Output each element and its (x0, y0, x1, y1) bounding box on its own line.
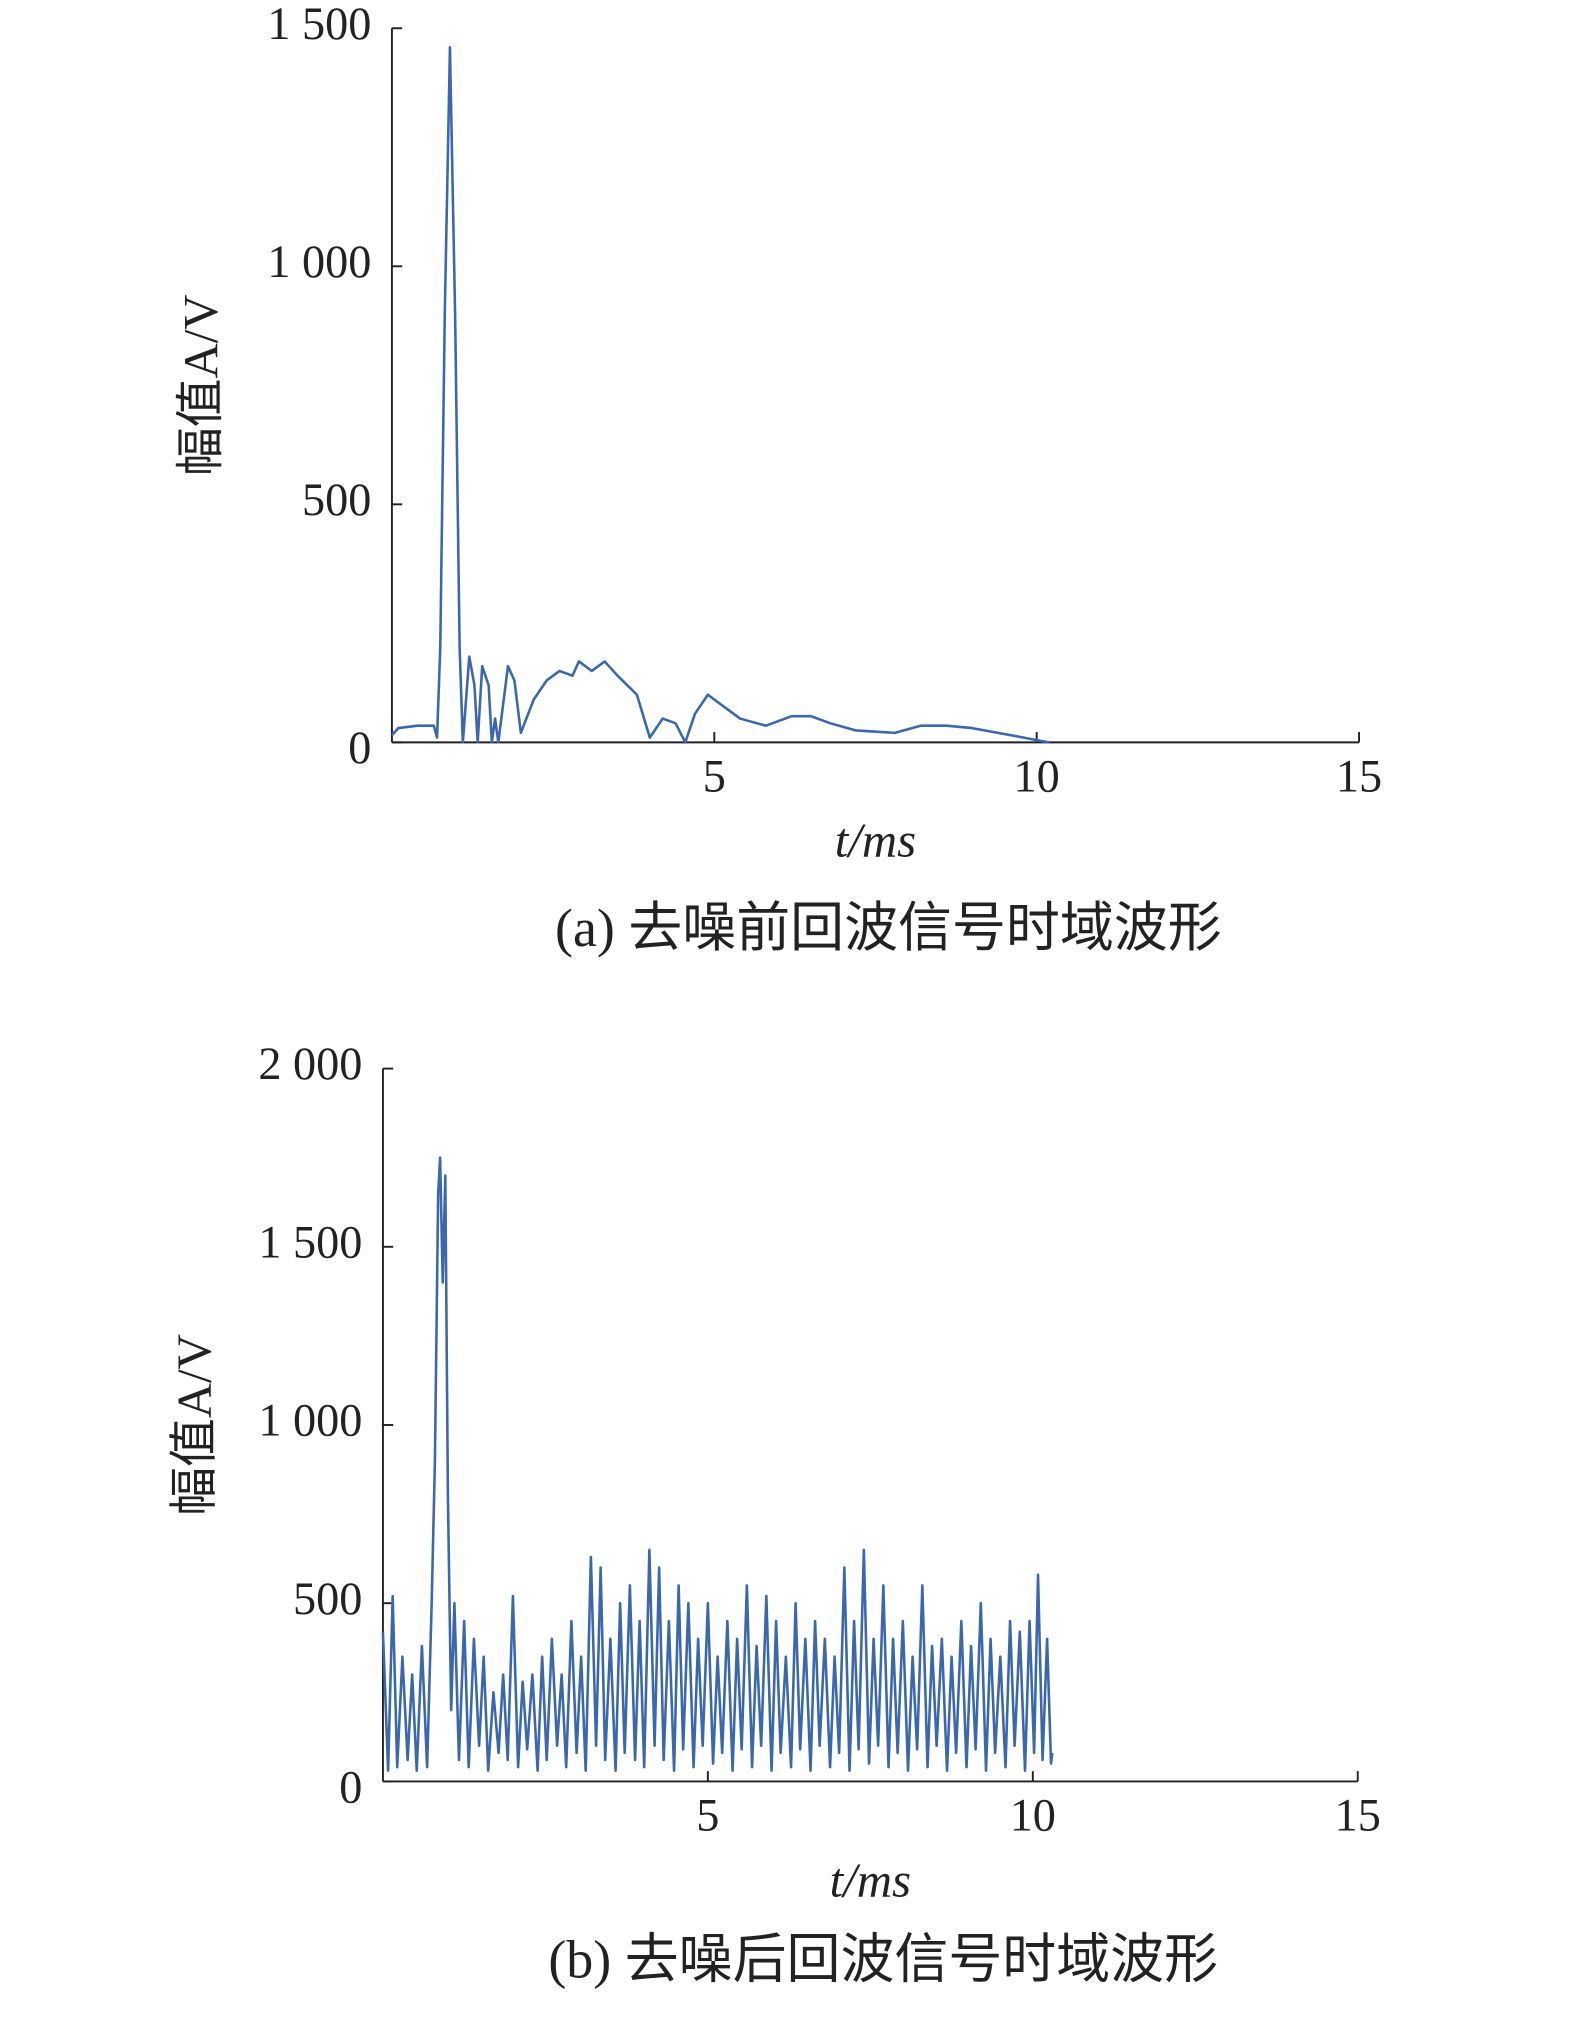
x-tick-label: 5 (703, 751, 726, 802)
x-tick-label: 15 (1336, 751, 1382, 802)
signal-line (381, 1156, 1054, 1772)
y-tick-label: 0 (339, 1761, 362, 1812)
y-tick-label: 500 (293, 1573, 362, 1624)
y-tick-label: 1 000 (267, 236, 371, 287)
x-tick-label: 5 (696, 1790, 719, 1841)
y-tick-label: 0 (348, 722, 371, 773)
x-tick-label: 10 (1010, 1790, 1056, 1841)
y-tick-label: 1 500 (267, 0, 371, 49)
caption: (a) 去噪前回波信号时域波形 (555, 898, 1222, 958)
y-tick-label: 1 000 (258, 1395, 362, 1446)
y-tick-label: 1 500 (258, 1216, 362, 1267)
x-tick-label: 10 (1014, 751, 1060, 802)
y-axis-label: 幅值A/V (167, 1334, 221, 1516)
x-tick-label: 15 (1335, 1790, 1381, 1841)
x-axis-label: t/ms (830, 1854, 911, 1908)
y-tick-label: 500 (302, 474, 371, 525)
signal-line (390, 46, 1050, 744)
x-axis-label: t/ms (835, 813, 916, 867)
y-axis-label: 幅值A/V (174, 294, 228, 476)
caption: (b) 去噪后回波信号时域波形 (548, 1929, 1218, 1989)
y-tick-label: 2 000 (258, 1038, 362, 1089)
